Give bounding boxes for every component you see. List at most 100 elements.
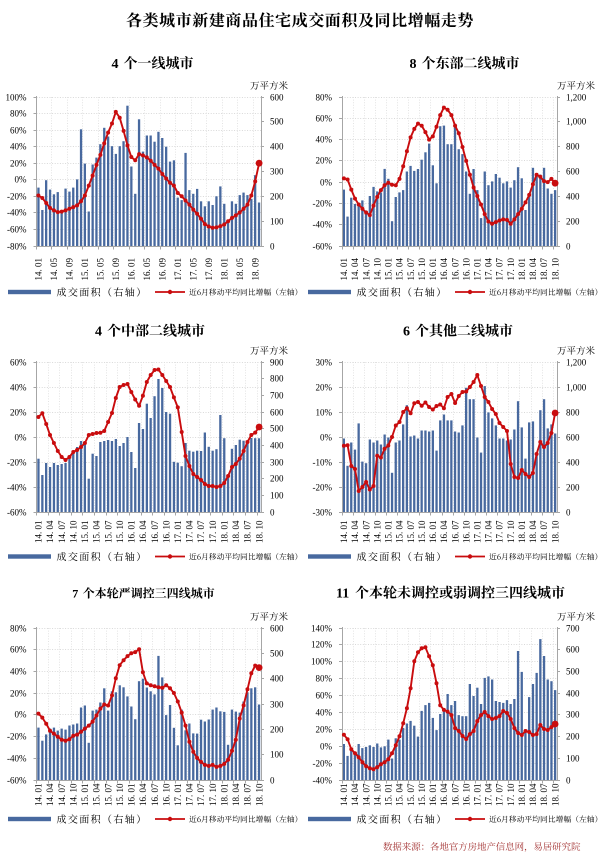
svg-text:0: 0 — [270, 776, 275, 786]
svg-text:16. 01: 16. 01 — [127, 258, 137, 281]
svg-text:16. 07: 16. 07 — [150, 520, 160, 543]
svg-text:18. 05: 18. 05 — [235, 258, 245, 281]
svg-text:15. 04: 15. 04 — [395, 783, 405, 806]
svg-text:1,000: 1,000 — [566, 117, 587, 127]
svg-text:40%: 40% — [316, 135, 333, 145]
svg-text:14. 07: 14. 07 — [57, 783, 67, 806]
svg-text:18. 10: 18. 10 — [254, 783, 264, 806]
svg-text:16. 07: 16. 07 — [450, 783, 460, 806]
svg-text:11: 11 — [336, 587, 349, 602]
svg-text:600: 600 — [566, 645, 580, 655]
svg-text:17. 01: 17. 01 — [473, 258, 483, 281]
svg-text:17. 07: 17. 07 — [495, 520, 505, 543]
svg-text:140%: 140% — [311, 624, 333, 634]
svg-text:18. 01: 18. 01 — [517, 784, 527, 807]
svg-text:17. 05: 17. 05 — [189, 258, 199, 281]
svg-text:20%: 20% — [10, 689, 27, 699]
svg-text:-40%: -40% — [7, 754, 27, 764]
svg-text:6: 6 — [403, 325, 410, 340]
svg-text:800: 800 — [270, 374, 284, 384]
svg-text:-30%: -30% — [313, 508, 333, 518]
svg-text:18. 04: 18. 04 — [528, 520, 538, 543]
svg-text:15. 01: 15. 01 — [384, 784, 394, 807]
svg-text:-10%: -10% — [313, 458, 333, 468]
svg-text:500: 500 — [566, 667, 580, 677]
svg-text:15. 01: 15. 01 — [80, 784, 90, 807]
svg-text:40%: 40% — [10, 667, 27, 677]
svg-text:15. 07: 15. 07 — [406, 783, 416, 806]
svg-text:1,200: 1,200 — [566, 93, 587, 103]
svg-text:15. 10: 15. 10 — [115, 520, 125, 543]
svg-text:300: 300 — [566, 710, 580, 720]
svg-text:17. 07: 17. 07 — [196, 783, 206, 806]
svg-text:400: 400 — [270, 674, 284, 684]
svg-text:8: 8 — [410, 57, 417, 72]
svg-text:16. 04: 16. 04 — [138, 783, 148, 806]
svg-text:900: 900 — [270, 358, 284, 368]
svg-text:15. 10: 15. 10 — [417, 520, 427, 543]
svg-text:0: 0 — [566, 242, 571, 252]
svg-text:18. 04: 18. 04 — [528, 258, 538, 281]
svg-text:1,000: 1,000 — [566, 383, 587, 393]
svg-text:15. 01: 15. 01 — [384, 258, 394, 281]
svg-text:4: 4 — [112, 57, 119, 72]
svg-text:14. 01: 14. 01 — [339, 258, 349, 281]
svg-text:15. 10: 15. 10 — [417, 258, 427, 281]
svg-text:17. 04: 17. 04 — [484, 783, 494, 806]
svg-text:15. 04: 15. 04 — [92, 520, 102, 543]
svg-text:17. 01: 17. 01 — [473, 784, 483, 807]
svg-text:500: 500 — [270, 117, 284, 127]
svg-text:-20%: -20% — [313, 759, 333, 769]
svg-text:16. 10: 16. 10 — [461, 520, 471, 543]
svg-text:400: 400 — [566, 689, 580, 699]
svg-text:20%: 20% — [10, 159, 27, 169]
svg-text:18. 07: 18. 07 — [243, 783, 253, 806]
svg-text:18. 07: 18. 07 — [539, 520, 549, 543]
svg-text:0%: 0% — [15, 710, 28, 720]
svg-text:17. 09: 17. 09 — [204, 258, 214, 281]
svg-text:14. 01: 14. 01 — [34, 258, 44, 281]
svg-text:16. 01: 16. 01 — [428, 521, 438, 544]
svg-text:300: 300 — [270, 167, 284, 177]
svg-text:20%: 20% — [316, 383, 333, 393]
svg-text:16. 09: 16. 09 — [158, 258, 168, 281]
svg-text:15. 07: 15. 07 — [103, 783, 113, 806]
svg-text:20%: 20% — [316, 156, 333, 166]
svg-text:500: 500 — [270, 424, 284, 434]
svg-text:14. 01: 14. 01 — [34, 521, 44, 544]
svg-text:16. 01: 16. 01 — [127, 521, 137, 544]
svg-text:0%: 0% — [15, 175, 28, 185]
svg-text:16. 10: 16. 10 — [161, 520, 171, 543]
svg-text:14. 10: 14. 10 — [69, 783, 79, 806]
svg-text:15. 01: 15. 01 — [80, 258, 90, 281]
svg-text:100: 100 — [270, 491, 284, 501]
svg-text:15. 07: 15. 07 — [406, 520, 416, 543]
svg-text:0: 0 — [270, 508, 275, 518]
svg-text:100%: 100% — [311, 657, 333, 667]
svg-text:14. 01: 14. 01 — [34, 784, 44, 807]
svg-text:60%: 60% — [10, 358, 27, 368]
svg-text:-60%: -60% — [313, 242, 333, 252]
svg-text:18. 10: 18. 10 — [550, 783, 560, 806]
svg-text:600: 600 — [270, 408, 284, 418]
svg-text:-60%: -60% — [7, 508, 27, 518]
svg-text:300: 300 — [270, 700, 284, 710]
svg-text:500: 500 — [270, 649, 284, 659]
svg-text:200: 200 — [270, 725, 284, 735]
svg-text:60%: 60% — [316, 691, 333, 701]
svg-text:1,200: 1,200 — [566, 358, 587, 368]
svg-text:80%: 80% — [316, 674, 333, 684]
svg-text:18. 01: 18. 01 — [219, 258, 229, 281]
svg-text:17. 07: 17. 07 — [196, 520, 206, 543]
svg-text:600: 600 — [566, 433, 580, 443]
svg-text:800: 800 — [566, 408, 580, 418]
svg-text:18. 09: 18. 09 — [250, 258, 260, 281]
svg-text:16. 07: 16. 07 — [450, 258, 460, 281]
svg-text:16. 01: 16. 01 — [428, 258, 438, 281]
svg-text:0: 0 — [566, 776, 571, 786]
svg-text:15. 10: 15. 10 — [417, 783, 427, 806]
svg-text:18. 04: 18. 04 — [231, 520, 241, 543]
svg-text:80%: 80% — [10, 109, 27, 119]
svg-text:400: 400 — [566, 192, 580, 202]
svg-text:18. 07: 18. 07 — [243, 520, 253, 543]
